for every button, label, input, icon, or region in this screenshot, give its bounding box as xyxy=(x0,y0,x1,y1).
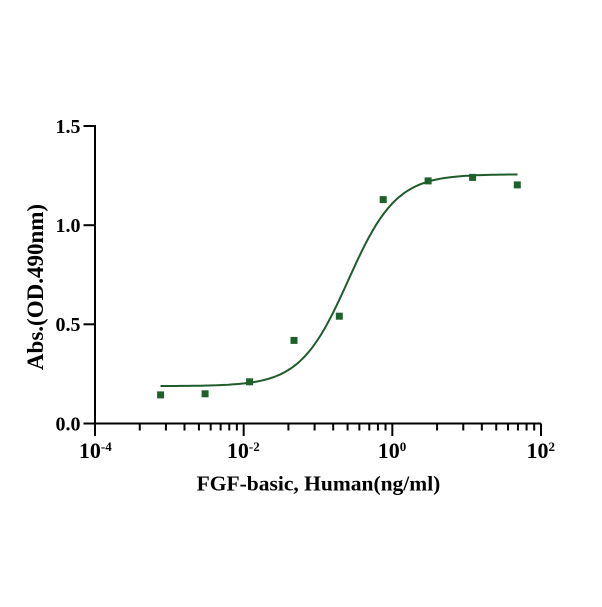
svg-text:Abs.(OD.490nm): Abs.(OD.490nm) xyxy=(23,204,48,370)
svg-text:0.0: 0.0 xyxy=(56,413,81,435)
svg-text:FGF-basic, Human(ng/ml): FGF-basic, Human(ng/ml) xyxy=(197,472,441,496)
svg-text:0.5: 0.5 xyxy=(56,314,81,336)
svg-text:1.5: 1.5 xyxy=(56,116,81,138)
svg-text:1.0: 1.0 xyxy=(56,215,81,237)
